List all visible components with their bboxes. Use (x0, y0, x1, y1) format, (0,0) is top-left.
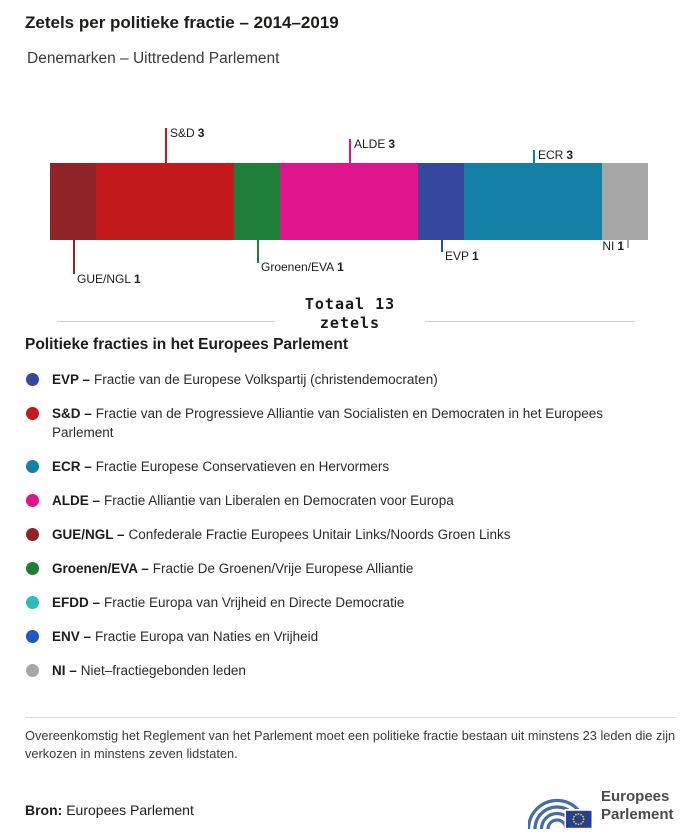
legend-code: Groenen/EVA – (52, 561, 149, 576)
legend-color-dot (26, 562, 39, 575)
group-name: ECR (538, 148, 564, 162)
legend-title: Politieke fracties in het Europees Parle… (25, 336, 349, 353)
bar-segment-groenen-eva (234, 163, 280, 240)
legend-code: ENV – (52, 629, 92, 644)
callout-line-groenen-eva (257, 240, 259, 263)
callout-label-ni: NI 1 (544, 240, 624, 253)
legend-code: S&D – (52, 406, 92, 421)
legend-item-groenen-eva: Groenen/EVA – Fractie De Groenen/Vrije Eu… (25, 559, 625, 578)
group-seats: 3 (388, 137, 396, 151)
legend-description: Fractie Europa van Vrijheid en Directe D… (104, 595, 405, 610)
legend-color-dot (26, 528, 39, 541)
legend-description: Fractie van de Europese Volkspartij (chr… (94, 372, 438, 387)
source-line: Bron: Europees Parlement (25, 802, 194, 818)
total-line1: Totaal 13 (304, 295, 396, 313)
group-name: ALDE (354, 137, 386, 151)
legend-code: EFDD – (52, 595, 101, 610)
legend-item-sd: S&D – Fractie van de Progressieve Alliant… (25, 404, 625, 442)
legend-description: Fractie Europese Conservatieven en Hervo… (95, 459, 390, 474)
legend-description: Fractie Europa van Naties en Vrijheid (95, 629, 319, 644)
total-rule-left (57, 321, 275, 322)
legend-color-dot (26, 494, 39, 507)
total-rule-right (425, 321, 635, 322)
bar-segment-evp (418, 163, 464, 240)
group-name: NI (602, 239, 615, 253)
group-seats: 3 (197, 126, 205, 140)
callout-line-evp (441, 240, 443, 252)
legend-item-env: ENV – Fractie Europa van Naties en Vrijhe… (25, 627, 625, 646)
legend-item-evp: EVP – Fractie van de Europese Volkspartij… (25, 370, 625, 389)
callout-label-sd: S&D 3 (170, 127, 204, 140)
legend-description: Fractie van de Progressieve Alliantie va… (52, 406, 604, 440)
legend-item-alde: ALDE – Fractie Alliantie van Liberalen en… (25, 491, 625, 510)
callout-label-gue-ngl: GUE/NGL 1 (77, 273, 141, 286)
logo-line1: Europees (601, 788, 670, 805)
legend-list: EVP – Fractie van de Europese Volkspartij… (25, 370, 625, 695)
group-seats: 1 (472, 249, 479, 263)
callout-line-ni (627, 240, 629, 248)
callout-line-ecr (533, 150, 535, 163)
logo-text: Europees Parlement (601, 788, 674, 824)
bar-segment-gue-ngl (50, 163, 96, 240)
group-seats: 3 (566, 148, 574, 162)
callout-label-ecr: ECR 3 (538, 149, 573, 162)
legend-item-gue-ngl: GUE/NGL – Confederale Fractie Europees Un… (25, 525, 625, 544)
bar-segment-ecr (464, 163, 602, 240)
legend-item-efdd: EFDD – Fractie Europa van Vrijheid en Dir… (25, 593, 625, 612)
source-value: Europees Parlement (66, 802, 194, 818)
total-line2: zetels (319, 314, 381, 332)
footer-divider (25, 717, 675, 718)
callout-label-groenen-eva: Groenen/EVA 1 (261, 261, 344, 274)
callout-label-evp: EVP 1 (445, 250, 479, 263)
legend-description: Fractie De Groenen/Vrije Europese Allian… (152, 561, 414, 576)
group-name: EVP (445, 249, 470, 263)
bar-segment-sd (96, 163, 234, 240)
legend-code: ECR – (52, 459, 92, 474)
footnote-text: Overeenkomstig het Reglement van het Par… (25, 728, 676, 761)
legend-description: Niet–fractiegebonden leden (80, 663, 246, 678)
group-seats: 1 (617, 239, 624, 253)
legend-color-dot (26, 596, 39, 609)
legend-color-dot (26, 630, 39, 643)
legend-code: GUE/NGL – (52, 527, 125, 542)
european-parliament-logo: Europees Parlement (528, 781, 674, 831)
logo-line2: Parlement (601, 806, 674, 823)
group-seats: 1 (134, 272, 141, 286)
group-name: GUE/NGL (77, 272, 132, 286)
legend-color-dot (26, 373, 39, 386)
callout-label-alde: ALDE 3 (354, 138, 395, 151)
page-title: Zetels per politieke fractie – 2014–2019 (25, 13, 339, 32)
legend-color-dot (26, 407, 39, 420)
legend-color-dot (26, 664, 39, 677)
callout-line-gue-ngl (73, 240, 75, 274)
source-label: Bron: (25, 802, 63, 818)
legend-color-dot (26, 460, 39, 473)
hemicycle-eu-flag-icon (528, 798, 593, 830)
legend-code: ALDE – (52, 493, 101, 508)
group-name: S&D (170, 126, 195, 140)
callout-line-alde (349, 139, 351, 163)
legend-description: Fractie Alliantie van Liberalen en Democ… (104, 493, 454, 508)
group-seats: 1 (337, 260, 344, 274)
legend-code: EVP – (52, 372, 91, 387)
legend-item-ecr: ECR – Fractie Europese Conservatieven en … (25, 457, 625, 476)
stacked-bar (50, 163, 648, 240)
group-name: Groenen/EVA (261, 260, 335, 274)
legend-description: Confederale Fractie Europees Unitair Lin… (128, 527, 511, 542)
legend-code: NI – (52, 663, 77, 678)
legend-item-ni: NI – Niet–fractiegebonden leden (25, 661, 625, 680)
total-seats-label: Totaal 13 zetels (0, 295, 700, 333)
callout-line-sd (165, 128, 167, 163)
page-subtitle: Denemarken – Uittredend Parlement (27, 50, 280, 67)
bar-segment-alde (280, 163, 418, 240)
bar-segment-ni (602, 163, 648, 240)
